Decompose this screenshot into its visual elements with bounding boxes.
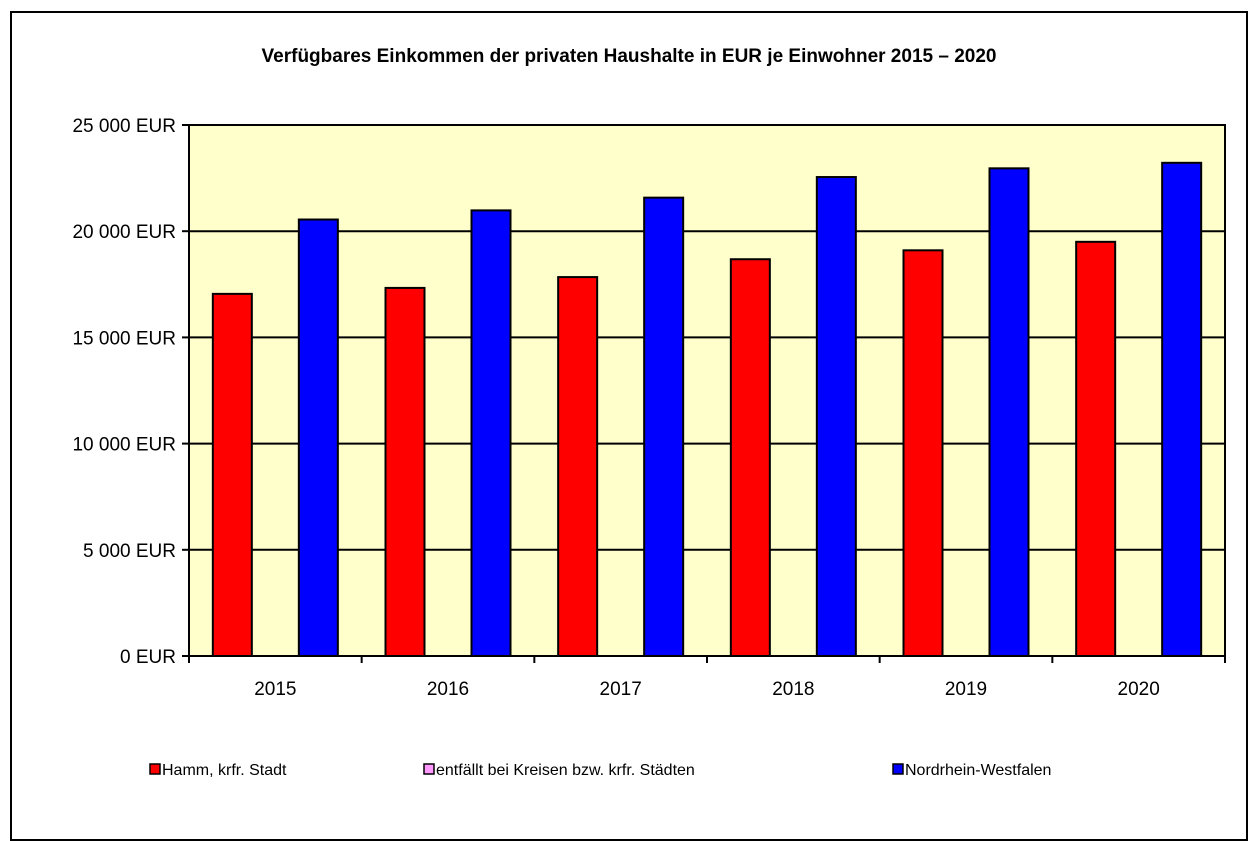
y-tick-label: 5 000 EUR bbox=[83, 541, 176, 562]
bar bbox=[211, 292, 253, 657]
y-tick-label: 20 000 EUR bbox=[72, 222, 176, 243]
bar bbox=[988, 167, 1030, 658]
legend: Hamm, krfr. Stadt entfällt bei Kreisen bz… bbox=[149, 762, 1051, 779]
bar bbox=[470, 209, 512, 657]
bar bbox=[557, 276, 599, 657]
bar bbox=[643, 196, 685, 657]
x-tick-label: 2018 bbox=[772, 679, 814, 700]
bar bbox=[902, 249, 944, 657]
bar bbox=[1075, 240, 1117, 657]
y-tick-label: 0 EUR bbox=[120, 647, 176, 668]
bar bbox=[384, 286, 426, 657]
bar bbox=[1161, 161, 1203, 658]
x-tick-label: 2016 bbox=[427, 679, 469, 700]
y-tick-label: 15 000 EUR bbox=[72, 328, 176, 349]
bars bbox=[211, 161, 1203, 658]
y-tick-label: 25 000 EUR bbox=[72, 116, 176, 137]
x-tick-label: 2020 bbox=[1118, 679, 1160, 700]
y-axis-ticks: 0 EUR 5 000 EUR 10 000 EUR 15 000 EUR 20 000… bbox=[72, 116, 189, 668]
bar bbox=[729, 258, 771, 657]
gridlines bbox=[189, 124, 1225, 551]
legend-label: entfällt bei Kreisen bzw. krfr. Städten bbox=[436, 762, 695, 779]
x-tick-label: 2019 bbox=[945, 679, 987, 700]
chart-title: Verfügbares Einkommen der privaten Haush… bbox=[262, 46, 997, 67]
legend-swatch bbox=[423, 763, 435, 775]
legend-swatch bbox=[892, 763, 904, 775]
plot-area bbox=[188, 124, 1226, 657]
x-tick-label: 2015 bbox=[254, 679, 296, 700]
bar bbox=[297, 218, 339, 657]
legend-swatch bbox=[149, 763, 161, 775]
bar bbox=[815, 176, 857, 657]
legend-label: Nordrhein-Westfalen bbox=[905, 762, 1051, 779]
x-axis-ticks: 2015 2016 2017 2018 2019 2020 bbox=[188, 656, 1226, 700]
y-tick-label: 10 000 EUR bbox=[72, 435, 176, 456]
legend-label: Hamm, krfr. Stadt bbox=[162, 762, 287, 779]
x-tick-label: 2017 bbox=[600, 679, 642, 700]
